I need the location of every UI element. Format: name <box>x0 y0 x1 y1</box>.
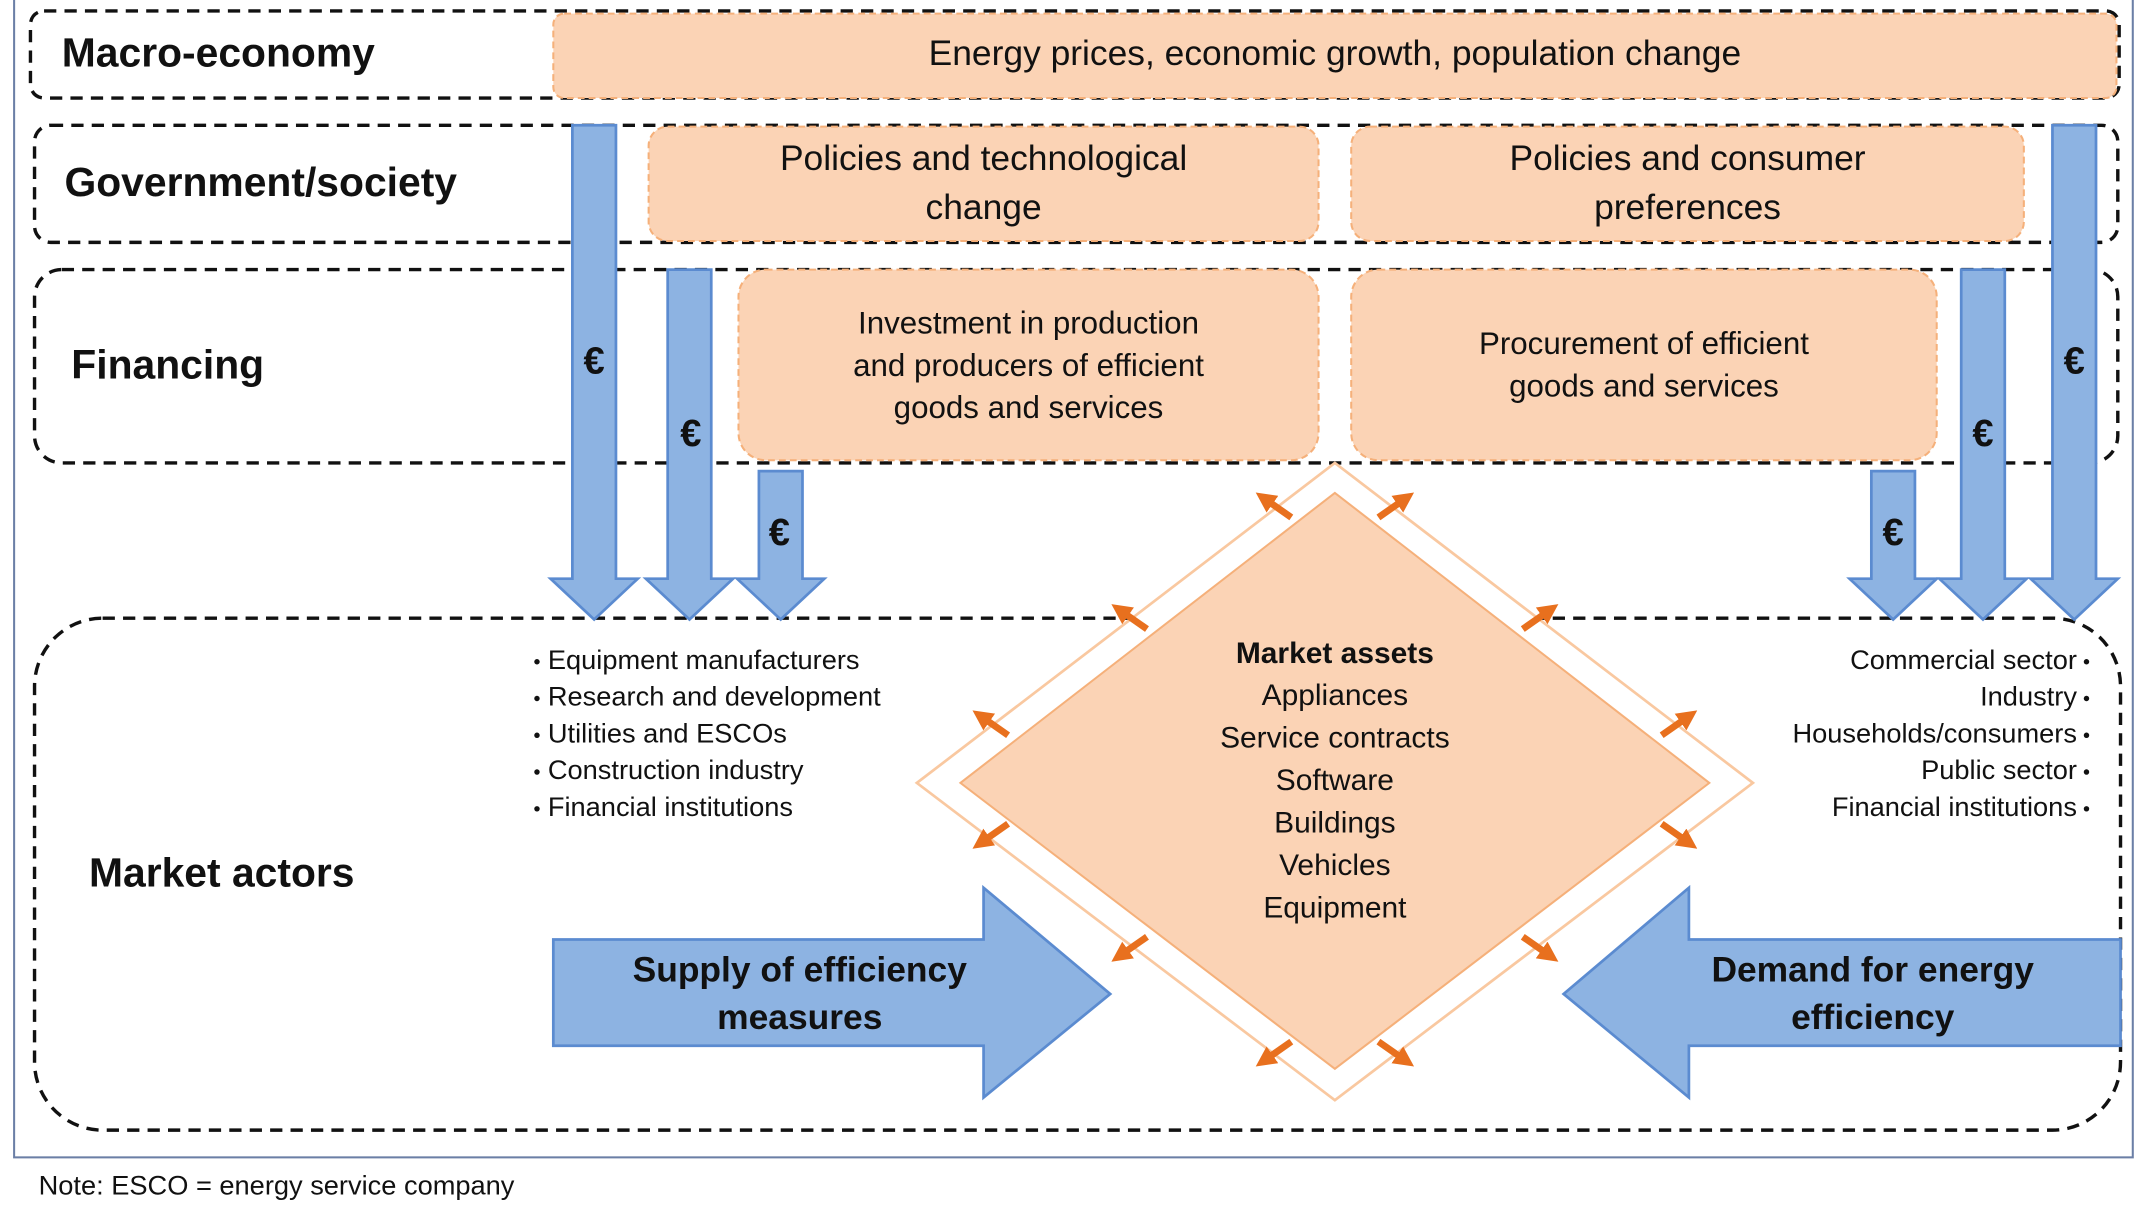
funding-arrow <box>2027 123 2122 622</box>
euro-label: € <box>769 511 790 554</box>
bullet <box>534 695 540 702</box>
government-box <box>647 125 1320 243</box>
funding-arrow <box>642 268 737 622</box>
supply-actors: Equipment manufacturers Research and deve… <box>534 644 881 822</box>
box-text: Policies and technological <box>780 138 1187 178</box>
financing-box <box>1350 268 1938 462</box>
actor: Commercial sector <box>1850 644 2077 675</box>
small-arrows <box>972 492 1698 1067</box>
asset-item: Service contracts <box>1220 722 1450 755</box>
box-text: Policies and consumer <box>1510 138 1866 178</box>
funding-arrow <box>1846 469 1941 622</box>
bullet <box>2083 806 2090 812</box>
row-label: Market actors <box>89 849 355 895</box>
assets-title: Market assets <box>1236 637 1434 670</box>
actor: Public sector <box>1921 754 2077 785</box>
actor: Households/consumers <box>1793 717 2077 748</box>
row-label: Government/society <box>64 159 457 205</box>
funding-arrow <box>1935 268 2031 622</box>
macro-box <box>552 12 2118 100</box>
bullet <box>534 769 540 775</box>
bullet <box>2083 769 2090 775</box>
financing-box <box>737 268 1320 462</box>
diamond <box>958 491 1711 1071</box>
asset-item: Software <box>1276 764 1394 797</box>
row-frame <box>32 267 2120 465</box>
euro-label: € <box>584 340 605 383</box>
macro-text: Energy prices, economic growth, populati… <box>929 33 1741 73</box>
bullet <box>2083 695 2090 702</box>
asset-item: Vehicles <box>1279 849 1391 882</box>
supply-arrow <box>551 884 1113 1101</box>
actor: Financial institutions <box>1832 791 2077 822</box>
frame <box>13 0 2134 1159</box>
arrow-text: measures <box>717 997 882 1037</box>
arrow-text: efficiency <box>1791 997 1955 1037</box>
funding-arrow <box>733 469 828 622</box>
row-frame <box>32 123 2120 245</box>
demand-arrow <box>1561 884 2122 1101</box>
asset-item: Appliances <box>1262 679 1408 712</box>
bullet <box>2083 659 2090 665</box>
actor: Construction industry <box>548 754 804 785</box>
actor: Financial institutions <box>548 791 793 822</box>
row-label: Macro-economy <box>62 30 375 76</box>
box-text: goods and services <box>1509 368 1779 403</box>
box-text: change <box>926 187 1042 227</box>
box-text: and producers of efficient <box>853 348 1204 383</box>
euro-label: € <box>1883 511 1904 554</box>
box-text: Procurement of efficient <box>1479 326 1809 361</box>
box-text: goods and services <box>894 390 1164 425</box>
bullet <box>534 659 540 665</box>
demand-actors: Commercial sector Industry Households/cons… <box>1793 644 2090 822</box>
government-box <box>1350 125 2025 243</box>
arrow-text: Supply of efficiency <box>633 950 968 990</box>
bullet <box>534 806 540 812</box>
bullet <box>534 732 540 738</box>
euro-label: € <box>2064 340 2085 383</box>
row-label: Financing <box>71 341 264 387</box>
actor: Utilities and ESCOs <box>548 717 787 748</box>
euro-label: € <box>680 412 701 455</box>
actor: Industry <box>1980 681 2077 712</box>
actor: Equipment manufacturers <box>548 644 860 675</box>
assets-list: Appliances Service contracts Software Build… <box>1220 679 1450 924</box>
box-text: preferences <box>1594 187 1781 227</box>
row-frame <box>32 616 2123 1132</box>
funding-arrow <box>547 123 642 622</box>
euro-label: € <box>1972 412 1993 455</box>
arrow-text: Demand for energy <box>1711 950 2034 990</box>
asset-item: Buildings <box>1274 806 1396 839</box>
asset-item: Equipment <box>1263 891 1407 924</box>
note: Note: ESCO = energy service company <box>39 1170 515 1201</box>
actor: Research and development <box>548 681 881 712</box>
box-text: Investment in production <box>858 306 1199 341</box>
bullet <box>2083 732 2090 738</box>
